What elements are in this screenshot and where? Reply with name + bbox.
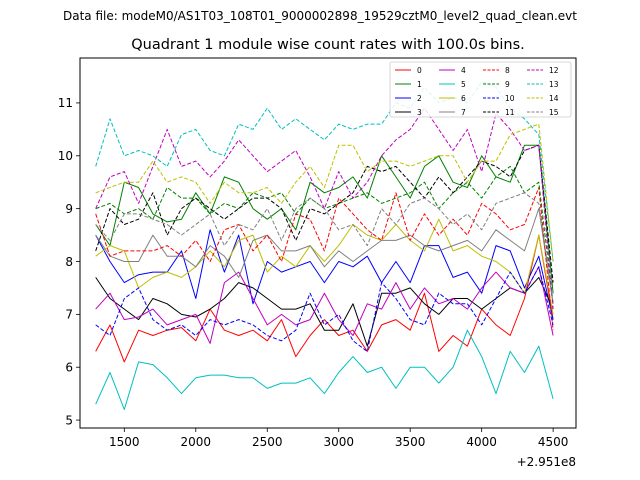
series-line-15 (95, 192, 554, 304)
x-offset-label: +2.951e8 (517, 455, 576, 469)
series-line-2 (95, 229, 554, 320)
legend-label-10: 10 (505, 94, 515, 103)
legend-label-11: 11 (505, 108, 515, 117)
y-tick-label: 7 (65, 308, 73, 322)
x-tick-label: 4500 (538, 435, 569, 449)
legend-label-14: 14 (549, 94, 559, 103)
series-layer (95, 81, 554, 410)
x-tick-label: 1500 (109, 435, 140, 449)
series-line-3 (95, 276, 554, 347)
y-tick-label: 8 (65, 255, 73, 269)
chart-title: Quadrant 1 module wise count rates with … (131, 37, 525, 53)
legend-label-7: 7 (461, 108, 466, 117)
y-tick-label: 6 (65, 361, 73, 375)
legend-label-8: 8 (505, 66, 510, 75)
series-line-6 (95, 218, 554, 315)
legend-label-5: 5 (461, 80, 466, 89)
series-line-14 (95, 123, 554, 262)
series-line-0 (95, 234, 554, 363)
series-line-10 (95, 266, 554, 352)
legend-label-13: 13 (549, 80, 559, 89)
series-line-4 (95, 266, 554, 344)
x-tick-label: 4000 (466, 435, 497, 449)
plot-frame (79, 57, 577, 429)
y-tick-label: 10 (58, 149, 73, 163)
series-line-11 (95, 144, 554, 283)
legend-label-15: 15 (549, 108, 559, 117)
y-tick-label: 11 (58, 96, 73, 110)
y-tick-label: 5 (65, 413, 73, 427)
x-tick-label: 3000 (323, 435, 354, 449)
series-line-7 (95, 208, 554, 304)
suptitle: Data file: modeM0/AS1T03_108T01_90000028… (63, 9, 577, 23)
legend-label-4: 4 (461, 66, 466, 75)
x-axis: 1500 2000 2500 3000 3500 4000 4500 (109, 428, 568, 449)
y-axis: 5 6 7 8 9 10 11 (58, 96, 80, 427)
x-tick-label: 2500 (252, 435, 283, 449)
series-line-8 (95, 187, 554, 331)
legend-label-1: 1 (417, 80, 422, 89)
series-line-12 (95, 107, 554, 310)
legend-box (389, 61, 572, 118)
legend-label-9: 9 (505, 80, 510, 89)
legend-label-3: 3 (417, 108, 422, 117)
legend-label-12: 12 (549, 66, 559, 75)
x-tick-label: 2000 (181, 435, 212, 449)
legend-label-2: 2 (417, 94, 422, 103)
legend-label-6: 6 (461, 94, 466, 103)
series-line-5 (95, 329, 554, 410)
y-tick-label: 9 (65, 202, 73, 216)
legend-label-0: 0 (417, 66, 422, 75)
x-tick-label: 3500 (395, 435, 426, 449)
